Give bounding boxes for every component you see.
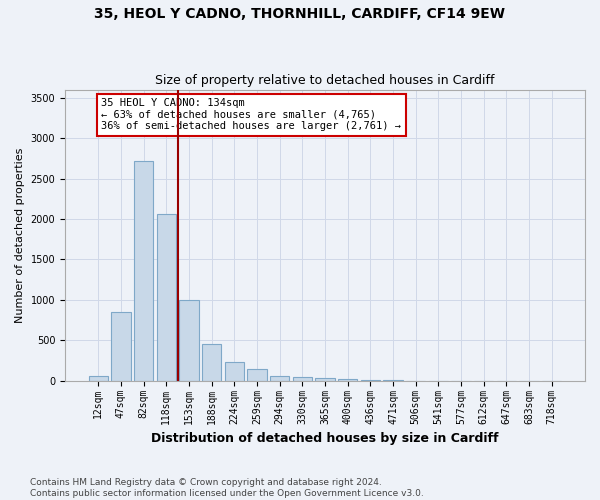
Bar	[293, 376, 312, 381]
Bar	[270, 376, 289, 381]
Text: Contains HM Land Registry data © Crown copyright and database right 2024.
Contai: Contains HM Land Registry data © Crown c…	[30, 478, 424, 498]
Bar	[224, 362, 244, 381]
Bar	[179, 300, 199, 381]
Title: Size of property relative to detached houses in Cardiff: Size of property relative to detached ho…	[155, 74, 495, 87]
Bar	[247, 370, 266, 381]
Bar	[134, 160, 153, 381]
Text: 35, HEOL Y CADNO, THORNHILL, CARDIFF, CF14 9EW: 35, HEOL Y CADNO, THORNHILL, CARDIFF, CF…	[95, 8, 505, 22]
Bar	[361, 380, 380, 381]
Bar	[157, 214, 176, 381]
Y-axis label: Number of detached properties: Number of detached properties	[15, 148, 25, 323]
Bar	[202, 344, 221, 381]
Bar	[89, 376, 108, 381]
Bar	[338, 379, 358, 381]
X-axis label: Distribution of detached houses by size in Cardiff: Distribution of detached houses by size …	[151, 432, 499, 445]
Bar	[316, 378, 335, 381]
Bar	[112, 312, 131, 381]
Text: 35 HEOL Y CADNO: 134sqm
← 63% of detached houses are smaller (4,765)
36% of semi: 35 HEOL Y CADNO: 134sqm ← 63% of detache…	[101, 98, 401, 132]
